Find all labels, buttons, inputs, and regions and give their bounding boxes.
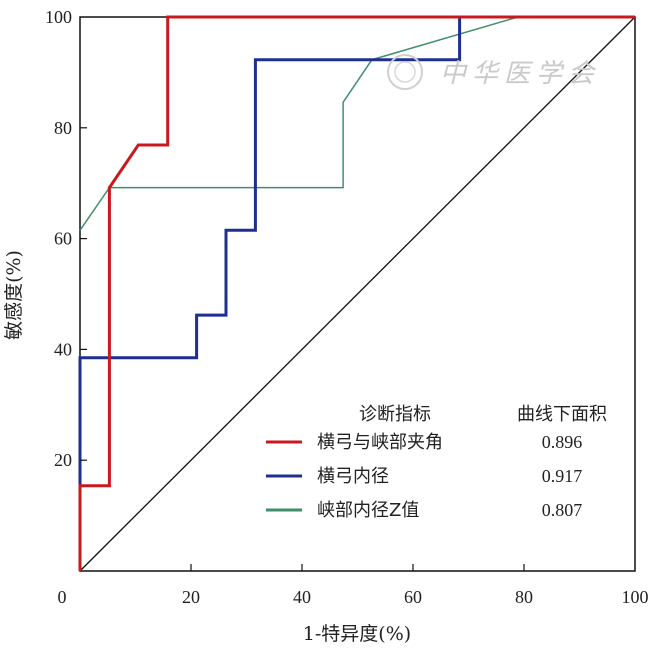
- x-tick-label: 100: [622, 587, 649, 607]
- x-ticks: 0 20 40 60 80 100: [58, 564, 649, 607]
- series-line-2: [78, 15, 635, 571]
- y-tick-label: 60: [54, 229, 72, 249]
- series-group: [78, 15, 635, 571]
- legend: 诊断指标 曲线下面积 横弓与峡部夹角 0.896 横弓内径 0.917 峡部内径Z值 0.…: [266, 404, 607, 521]
- y-axis-label: 敏感度(%): [3, 250, 25, 340]
- watermark: 中华医学会: [387, 54, 600, 90]
- y-tick-label: 80: [54, 118, 72, 138]
- x-tick-label: 20: [182, 587, 200, 607]
- reference-diagonal-line: [79, 16, 636, 572]
- series-line-1: [78, 15, 635, 571]
- x-tick-label: 60: [404, 587, 422, 607]
- legend-header-value: 曲线下面积: [517, 404, 607, 425]
- x-tick-label: 80: [515, 587, 533, 607]
- legend-auc-1: 0.896: [542, 432, 583, 452]
- legend-auc-2: 0.917: [542, 466, 583, 486]
- watermark-seal-icon: [387, 54, 423, 90]
- x-tick-label: 40: [293, 587, 311, 607]
- y-tick-label: 20: [54, 450, 72, 470]
- x-axis-label: 1-特异度(%): [303, 623, 411, 645]
- y-tick-label: 40: [54, 339, 72, 359]
- watermark-text: 中华医学会: [440, 59, 600, 89]
- series-line-3: [79, 16, 635, 231]
- legend-label-2: 横弓内径: [317, 466, 389, 487]
- legend-auc-3: 0.807: [542, 500, 583, 520]
- legend-header-name: 诊断指标: [359, 404, 431, 425]
- y-tick-label: 100: [45, 7, 72, 27]
- y-ticks: 20 40 60 80 100: [45, 7, 87, 470]
- reference-line-group: [79, 16, 636, 572]
- legend-label-3: 峡部内径Z值: [317, 500, 419, 521]
- legend-label-1: 横弓与峡部夹角: [317, 432, 443, 453]
- watermark-seal-inner-icon: [394, 61, 416, 83]
- x-tick-label: 0: [58, 587, 67, 607]
